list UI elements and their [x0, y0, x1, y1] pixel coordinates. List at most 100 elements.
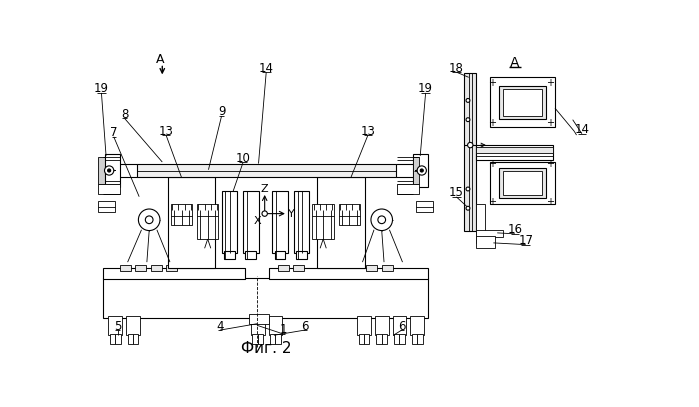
Text: 15: 15 [449, 186, 464, 199]
Bar [503, 89, 542, 116]
Bar [251, 316, 265, 335]
Bar [293, 265, 304, 271]
Bar [126, 316, 140, 335]
Bar [357, 316, 371, 335]
Bar [366, 265, 377, 271]
Bar [99, 201, 115, 212]
Text: +: + [488, 159, 496, 169]
Text: +: + [546, 197, 554, 207]
Bar [376, 334, 382, 344]
Circle shape [262, 211, 268, 216]
Bar [278, 265, 289, 271]
Text: +: + [488, 118, 496, 128]
Bar [120, 265, 131, 271]
Circle shape [138, 209, 160, 230]
Bar [338, 204, 360, 225]
Bar [99, 158, 105, 184]
Bar [275, 334, 281, 344]
Bar [475, 147, 553, 153]
Bar [268, 316, 282, 335]
Bar [475, 145, 553, 160]
Text: Y: Y [287, 209, 294, 219]
Bar [475, 204, 485, 243]
Text: +: + [488, 197, 496, 207]
Text: Z: Z [261, 184, 268, 194]
Bar [382, 334, 387, 344]
Circle shape [466, 206, 470, 210]
Text: 14: 14 [259, 61, 274, 74]
Bar [394, 334, 399, 344]
Text: 9: 9 [218, 105, 225, 118]
Bar [252, 334, 258, 344]
Text: 4: 4 [216, 319, 224, 333]
Bar [410, 316, 424, 335]
Bar [270, 334, 275, 344]
Circle shape [371, 209, 393, 230]
Bar [475, 230, 503, 238]
Bar [412, 158, 419, 184]
Bar [128, 334, 133, 344]
Bar [197, 204, 219, 239]
Text: 19: 19 [418, 82, 433, 95]
Text: 6: 6 [398, 319, 405, 333]
Bar [393, 316, 406, 335]
Bar [317, 177, 365, 268]
Circle shape [420, 169, 424, 172]
Circle shape [108, 169, 110, 172]
Text: X: X [254, 216, 261, 226]
Text: 19: 19 [94, 82, 109, 95]
Bar [258, 334, 263, 344]
Text: A: A [156, 53, 164, 66]
Bar [417, 334, 422, 344]
Bar [412, 334, 417, 344]
Bar [489, 77, 555, 127]
Bar [375, 316, 389, 335]
Bar [105, 154, 120, 187]
Bar [359, 334, 364, 344]
Bar [416, 201, 433, 212]
Text: 16: 16 [507, 223, 522, 236]
Text: +: + [546, 78, 554, 88]
Text: 1: 1 [280, 324, 287, 337]
Circle shape [466, 118, 470, 122]
Bar [222, 191, 237, 253]
Bar [503, 89, 542, 116]
Bar [249, 315, 268, 324]
Bar [137, 164, 396, 177]
Bar [503, 171, 542, 195]
Bar [168, 177, 215, 268]
Circle shape [466, 187, 470, 191]
Text: 13: 13 [159, 125, 173, 138]
Bar [412, 154, 428, 187]
Bar [171, 204, 192, 225]
Circle shape [468, 142, 473, 148]
Text: +: + [546, 159, 554, 169]
Bar [312, 204, 334, 239]
Text: 18: 18 [449, 61, 464, 74]
Text: 14: 14 [575, 123, 589, 136]
Text: 5: 5 [114, 319, 122, 333]
Bar [99, 184, 120, 195]
Text: 13: 13 [361, 125, 375, 138]
Bar [382, 265, 393, 271]
Bar [294, 191, 310, 253]
Bar [464, 74, 475, 231]
Bar [243, 191, 259, 253]
Bar [499, 86, 546, 119]
Circle shape [378, 216, 386, 223]
Bar [136, 265, 146, 271]
Circle shape [105, 166, 114, 175]
Bar [489, 162, 555, 204]
Bar [110, 334, 115, 344]
Bar [268, 267, 428, 279]
Bar [166, 265, 177, 271]
Bar [273, 191, 288, 253]
Text: Фиг. 2: Фиг. 2 [241, 341, 291, 356]
Bar [475, 236, 495, 248]
Bar [224, 252, 235, 259]
Text: +: + [546, 118, 554, 128]
Circle shape [417, 166, 426, 175]
Bar [399, 334, 405, 344]
Circle shape [145, 216, 153, 223]
Bar [151, 265, 161, 271]
